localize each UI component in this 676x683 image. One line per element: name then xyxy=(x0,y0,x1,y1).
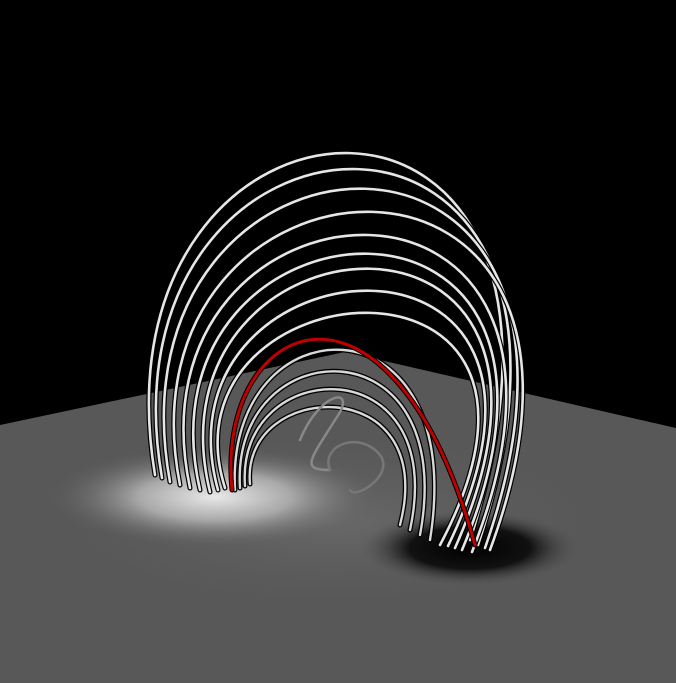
field-line xyxy=(162,187,519,550)
field-line xyxy=(182,233,508,554)
field-line xyxy=(154,167,512,547)
positive-polarity xyxy=(45,445,385,549)
field-line xyxy=(233,348,436,542)
field-line xyxy=(172,210,525,552)
field-line xyxy=(248,405,407,527)
field-line xyxy=(229,337,477,547)
field-line xyxy=(243,388,417,532)
negative-polarity xyxy=(360,510,580,586)
field-line xyxy=(209,289,487,548)
field-line xyxy=(201,267,493,550)
field-line xyxy=(192,252,499,552)
field-line xyxy=(238,370,426,537)
field-line xyxy=(298,396,345,472)
field-line xyxy=(216,311,480,547)
field-lines xyxy=(146,150,526,555)
field-line xyxy=(327,440,385,494)
